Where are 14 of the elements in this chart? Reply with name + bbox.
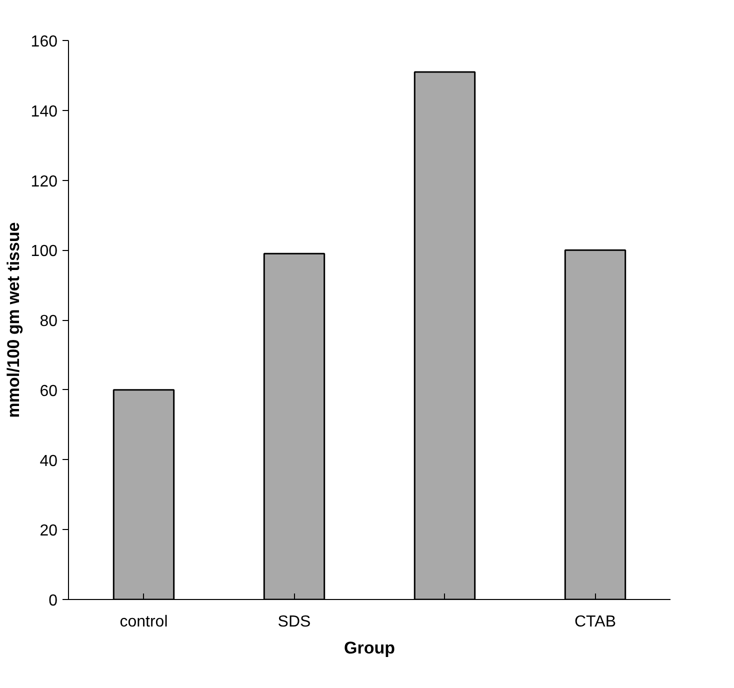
- x-tick-label: control: [120, 614, 168, 630]
- y-axis-title: mmol/100 gm wet tissue: [4, 222, 23, 418]
- y-tick-label: 80: [40, 313, 58, 330]
- x-tick-label: SDS: [278, 614, 311, 630]
- x-tick-label: CTAB: [574, 614, 616, 630]
- y-tick-label: 160: [30, 34, 58, 50]
- y-tick-label: 20: [40, 522, 58, 540]
- y-tick-label: 100: [30, 243, 58, 260]
- x-axis-title: Group: [344, 638, 396, 658]
- y-tick-label: 140: [30, 103, 58, 120]
- y-tick-label: 120: [30, 173, 58, 190]
- y-tick-label: 40: [40, 452, 58, 470]
- y-tick-label: 60: [40, 382, 58, 400]
- y-tick-label: 0: [48, 592, 58, 610]
